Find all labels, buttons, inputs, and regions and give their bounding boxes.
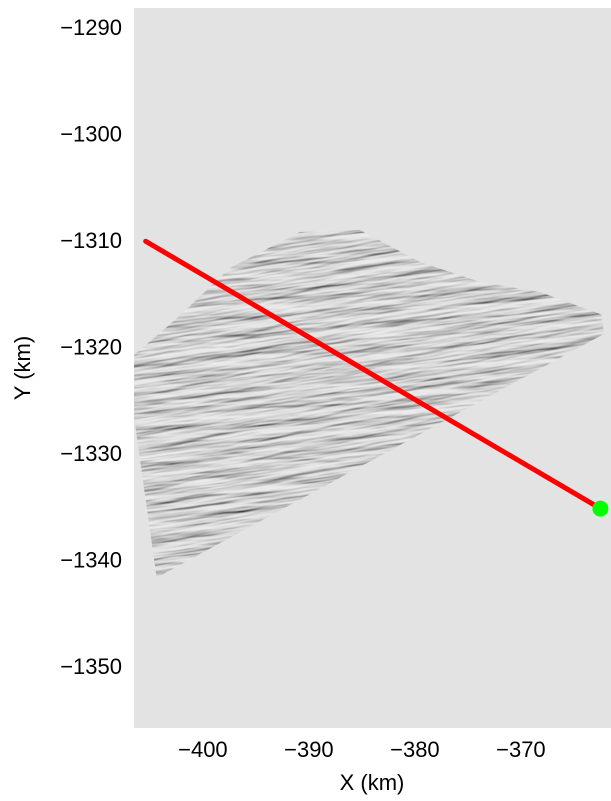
x-tick-label: −370 [496, 737, 546, 762]
y-axis-label: Y (km) [10, 336, 35, 400]
profile-end-marker [592, 500, 609, 517]
y-tick-label: −1350 [60, 654, 122, 679]
x-axis-label: X (km) [340, 770, 405, 795]
x-tick-label: −380 [390, 737, 440, 762]
series-layer [143, 238, 609, 517]
y-axis-ticks: −1290 −1300 −1310 −1320 −1330 −1340 −1350 [60, 15, 122, 679]
profile-line [143, 238, 603, 512]
x-tick-label: −390 [284, 737, 334, 762]
y-tick-label: −1310 [60, 228, 122, 253]
satellite-image [134, 8, 611, 728]
y-tick-label: −1320 [60, 335, 122, 360]
y-tick-label: −1340 [60, 548, 122, 573]
y-tick-label: −1300 [60, 122, 122, 147]
x-axis-ticks: −400 −390 −380 −370 [178, 737, 546, 762]
y-tick-label: −1290 [60, 15, 122, 40]
y-tick-label: −1330 [60, 441, 122, 466]
x-tick-label: −400 [178, 737, 228, 762]
